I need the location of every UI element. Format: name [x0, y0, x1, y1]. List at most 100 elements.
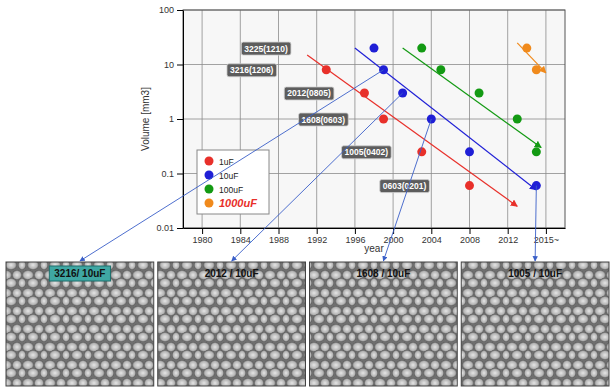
x-tick-mark: [317, 228, 318, 234]
y-tick-mark: [177, 10, 183, 11]
package-label-box: [241, 42, 291, 55]
micrograph: [461, 262, 609, 386]
x-tick-mark: [546, 228, 547, 234]
plot-area: [183, 10, 565, 228]
legend-label: 100uF: [219, 185, 243, 195]
trend-arrow: [517, 43, 546, 73]
micrographs: 3216/ 10uF2012 / 10uF1608 / 10uF1005 / 1…: [6, 70, 609, 386]
y-axis: 0.01 0.1 1 10 100: [156, 5, 183, 233]
x-tick: 1980: [193, 228, 213, 245]
package-label: 3225(1210): [241, 42, 291, 55]
x-tick-mark: [279, 228, 280, 234]
legend-label: 1000uF: [219, 197, 257, 209]
data-point: [532, 65, 541, 74]
x-axis-title: year: [364, 243, 384, 254]
micrograph-label-box: [200, 266, 264, 281]
package-label-text: 3216(1206): [230, 65, 274, 75]
package-label: 0603(0201): [380, 180, 430, 193]
trend-arrow: [355, 48, 536, 190]
legend-swatch: [205, 185, 214, 194]
link-arrow: [535, 186, 536, 261]
y-tick-label: 0.1: [161, 169, 174, 179]
x-tick: 1988: [269, 228, 289, 245]
data-point: [436, 65, 445, 74]
micrograph-label-box: [49, 266, 110, 281]
x-tick: 2015~: [534, 228, 559, 245]
x-tick-label: 1984: [231, 235, 251, 245]
package-label-text: 0603(0201): [383, 181, 427, 191]
x-tick-mark: [355, 228, 356, 234]
x-tick-mark: [508, 228, 509, 234]
package-label-box: [299, 113, 349, 126]
micrograph: [158, 262, 306, 386]
x-tick-mark: [431, 228, 432, 234]
micrograph-label-box: [351, 266, 415, 281]
micrograph-label: 1005 / 10uF: [508, 268, 562, 279]
x-tick-label: 1980: [193, 235, 213, 245]
data-point: [465, 147, 474, 156]
data-point: [417, 44, 426, 53]
x-tick-mark: [202, 228, 203, 234]
y-tick-label: 0.01: [156, 223, 174, 233]
x-tick-label: 2008: [460, 235, 480, 245]
trend-arrow: [403, 48, 541, 147]
data-point: [532, 147, 541, 156]
x-tick: 1996: [345, 228, 365, 245]
x-tick: 2012: [498, 228, 518, 245]
x-tick-mark: [470, 228, 471, 234]
chart: 1980 1984 1988 1992 1996 2000 2004 2008 2012 2015…: [0, 0, 615, 388]
data-point: [513, 115, 522, 124]
data-point: [360, 88, 369, 97]
package-label-text: 2012(0805): [287, 88, 331, 98]
package-label-box: [227, 64, 277, 77]
y-tick: 100: [159, 5, 183, 15]
plot-frame: [183, 10, 565, 228]
micrograph-label-box: [503, 266, 567, 281]
legend-label: 1uF: [219, 157, 234, 167]
package-label-box: [284, 87, 334, 100]
link-arrow: [232, 93, 403, 261]
legend-box: [197, 150, 269, 214]
x-tick-label: 2004: [422, 235, 442, 245]
y-axis-title: Volume [mm3]: [140, 87, 151, 151]
y-tick: 1: [169, 114, 183, 124]
link-arrow: [383, 119, 431, 261]
x-tick-label: 2000: [384, 235, 404, 245]
y-tick-label: 1: [169, 114, 174, 124]
micrograph-label: 3216/ 10uF: [54, 268, 105, 279]
y-tick: 0.01: [156, 223, 183, 233]
package-label-text: 1005(0402): [345, 147, 389, 157]
micrograph: [310, 262, 458, 386]
data-point: [379, 115, 388, 124]
data-point: [322, 65, 331, 74]
x-tick-label: 1988: [269, 235, 289, 245]
x-tick-label: 1996: [345, 235, 365, 245]
y-tick-label: 10: [164, 60, 174, 70]
legend-swatch: [205, 157, 214, 166]
y-tick-label: 100: [159, 5, 174, 15]
link-arrow: [80, 70, 384, 261]
x-tick: 2008: [460, 228, 480, 245]
package-label: 3216(1206): [227, 64, 277, 77]
x-tick: 1984: [231, 228, 251, 245]
y-grid-line: [183, 119, 565, 120]
data-point: [475, 88, 484, 97]
x-tick: 2004: [422, 228, 442, 245]
legend: 1uF10uF100uF1000uF: [197, 150, 269, 214]
package-label-text: 3225(1210): [244, 44, 288, 54]
data-point: [522, 44, 531, 53]
x-tick-label: 2012: [498, 235, 518, 245]
x-tick-label: 2015~: [534, 235, 559, 245]
micrograph-label: 2012 / 10uF: [205, 268, 259, 279]
y-tick-mark: [177, 119, 183, 120]
x-tick-mark: [240, 228, 241, 234]
x-tick-label: 1992: [307, 235, 327, 245]
y-tick-mark: [177, 174, 183, 175]
y-tick-mark: [177, 65, 183, 66]
x-tick: 1992: [307, 228, 327, 245]
package-label-box: [342, 146, 392, 159]
package-label: 1608(0603): [299, 113, 349, 126]
trend-arrow: [307, 55, 517, 206]
package-label-box: [380, 180, 430, 193]
data-point: [370, 44, 379, 53]
